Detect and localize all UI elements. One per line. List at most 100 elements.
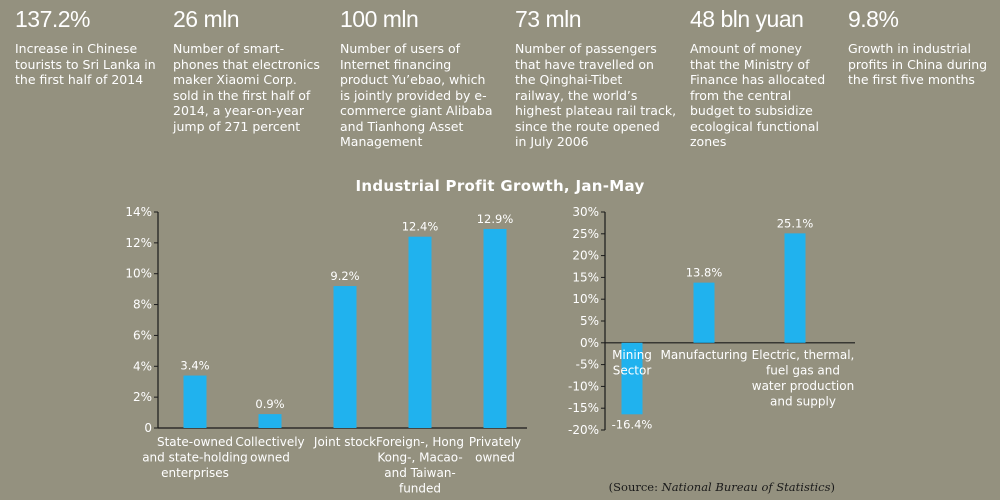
stat-description-line: the first five months	[848, 72, 975, 87]
category-label: owned	[250, 451, 290, 465]
category-label: enterprises	[161, 466, 229, 480]
stat-description-line: profits in China during	[848, 56, 988, 72]
stat-5: 48 bln yuan Amount of money that the Minis…	[690, 4, 825, 150]
category-label: fuel gas and	[766, 364, 840, 378]
bar-value-label: -16.4%	[612, 417, 653, 431]
stat-description-line: sold in the first half of	[173, 87, 311, 103]
stat-description-line: maker Xiaomi Corp.	[173, 72, 297, 87]
stat-6: 9.8% Growth in industrial profits in China…	[848, 4, 987, 88]
stat-description-line: that have travelled on	[515, 56, 654, 72]
bar-value-label: 0.9%	[255, 397, 284, 411]
y-tick-label: -20%	[568, 423, 599, 437]
bar-value-label: 3.4%	[180, 359, 209, 373]
stat-1: 137.2% Increase in Chinese tourists to Sri…	[15, 4, 156, 88]
stat-description-line: zones	[690, 134, 727, 149]
y-tick-label: 10%	[572, 292, 599, 306]
category-label: State-owned	[157, 435, 233, 449]
bar-value-label: 25.1%	[777, 216, 814, 230]
y-tick-label: 14%	[125, 205, 152, 219]
y-tick-label: 20%	[572, 249, 599, 263]
category-label: Kong-, Macao-	[377, 451, 462, 465]
stat-description: Number of users of Internet financing prod…	[340, 41, 493, 150]
y-tick-label: 4%	[133, 359, 152, 373]
stat-description-line: is jointly provided by e-	[340, 87, 487, 103]
bar	[333, 286, 357, 428]
stat-description-line: Number of users of	[340, 41, 461, 56]
category-label: water production	[752, 379, 854, 393]
stat-value: 26 mln	[173, 6, 240, 32]
stat-description-line: railway, the world’s	[515, 87, 638, 103]
stat-description: Amount of money that the Ministry of Finan…	[690, 41, 825, 150]
source-prefix: (Source:	[608, 480, 662, 494]
stat-2: 26 mln Number of smart-phones that electr…	[173, 4, 320, 134]
category-label: and Taiwan-	[384, 466, 456, 480]
y-tick-label: 5%	[580, 314, 599, 328]
stat-description-line: in July 2006	[515, 134, 589, 149]
stat-description: Increase in Chinese tourists to Sri Lanka…	[15, 41, 156, 88]
source-suffix: )	[830, 480, 836, 494]
stat-description-line: Internet financing	[340, 56, 452, 72]
source-name: National Bureau of Statistics	[661, 480, 831, 494]
stat-description-line: since the route opened	[515, 118, 660, 134]
stat-description-line: the Qinghai-Tibet	[515, 72, 623, 87]
y-tick-label: -10%	[568, 379, 599, 393]
category-label: Joint stock	[313, 435, 376, 449]
y-tick-label: 2%	[133, 390, 152, 404]
stat-description-line: the first half of 2014	[15, 72, 144, 87]
y-tick-label: 6%	[133, 328, 152, 342]
bar-value-label: 12.9%	[477, 212, 514, 226]
stat-description-line: jump of 271 percent	[173, 118, 301, 134]
stat-description-line: Number of passengers	[515, 41, 657, 56]
stat-description-line: and Tianhong Asset	[340, 118, 464, 134]
category-label: owned	[475, 451, 515, 465]
stat-value: 48 bln yuan	[690, 6, 804, 32]
source-note: (Source: National Bureau of Statistics)	[609, 480, 835, 494]
stat-description-line: from the central	[690, 87, 792, 103]
bar-value-label: 9.2%	[330, 269, 359, 283]
bar	[621, 342, 643, 415]
y-tick-label: 0%	[580, 336, 599, 350]
category-label: Electric, thermal,	[752, 348, 855, 362]
stat-value: 73 mln	[515, 6, 582, 32]
y-tick-label: -15%	[568, 401, 599, 415]
y-tick-label: 15%	[572, 270, 599, 284]
y-tick-label: 30%	[572, 205, 599, 219]
stat-description-line: phones that electronics	[173, 56, 320, 72]
y-tick-label: 8%	[133, 298, 152, 312]
stat-description-line: budget to subsidize	[690, 103, 813, 118]
y-tick-label: 0	[144, 421, 152, 435]
stat-description-line: ecological functional	[690, 118, 819, 134]
bar-value-label: 12.4%	[402, 220, 439, 234]
stat-description-line: Growth in industrial	[848, 41, 971, 56]
stat-value: 9.8%	[848, 6, 899, 32]
stat-description-line: Increase in Chinese	[15, 41, 138, 56]
stat-description: Number of smart-phones that electronics m…	[173, 41, 320, 134]
stat-description: Growth in industrial profits in China dur…	[848, 41, 987, 88]
category-label: and supply	[770, 395, 836, 409]
stat-description-line: highest plateau rail track,	[515, 103, 677, 118]
category-label: Privately	[469, 435, 521, 449]
category-label: and state-holding	[142, 451, 248, 465]
stat-description-line: product Yu’ebao, which	[340, 72, 486, 87]
stat-description: Number of passengers that have travelled …	[515, 41, 676, 150]
chart-title: Industrial Profit Growth, Jan-May	[355, 177, 645, 195]
stat-description-line: commerce giant Alibaba	[340, 103, 493, 118]
y-tick-label: -5%	[576, 358, 599, 372]
category-label: Sector	[613, 364, 652, 378]
y-tick-label: 12%	[125, 236, 152, 250]
bar	[483, 228, 507, 428]
bar	[258, 414, 282, 428]
y-tick-label: 25%	[572, 227, 599, 241]
bar	[693, 282, 715, 343]
stat-value: 137.2%	[15, 6, 91, 32]
bar	[784, 233, 806, 343]
stat-3: 100 mln Number of users of Internet financ…	[340, 4, 493, 150]
category-label: Manufacturing	[661, 348, 748, 362]
stat-description-line: Number of smart-	[173, 41, 285, 56]
category-label: Collectively	[235, 435, 304, 449]
stat-description-line: Management	[340, 134, 423, 149]
stat-4: 73 mln Number of passengers that have trav…	[515, 4, 676, 150]
category-label: Mining	[612, 348, 652, 362]
category-label: Foreign-, Hong	[376, 435, 464, 449]
